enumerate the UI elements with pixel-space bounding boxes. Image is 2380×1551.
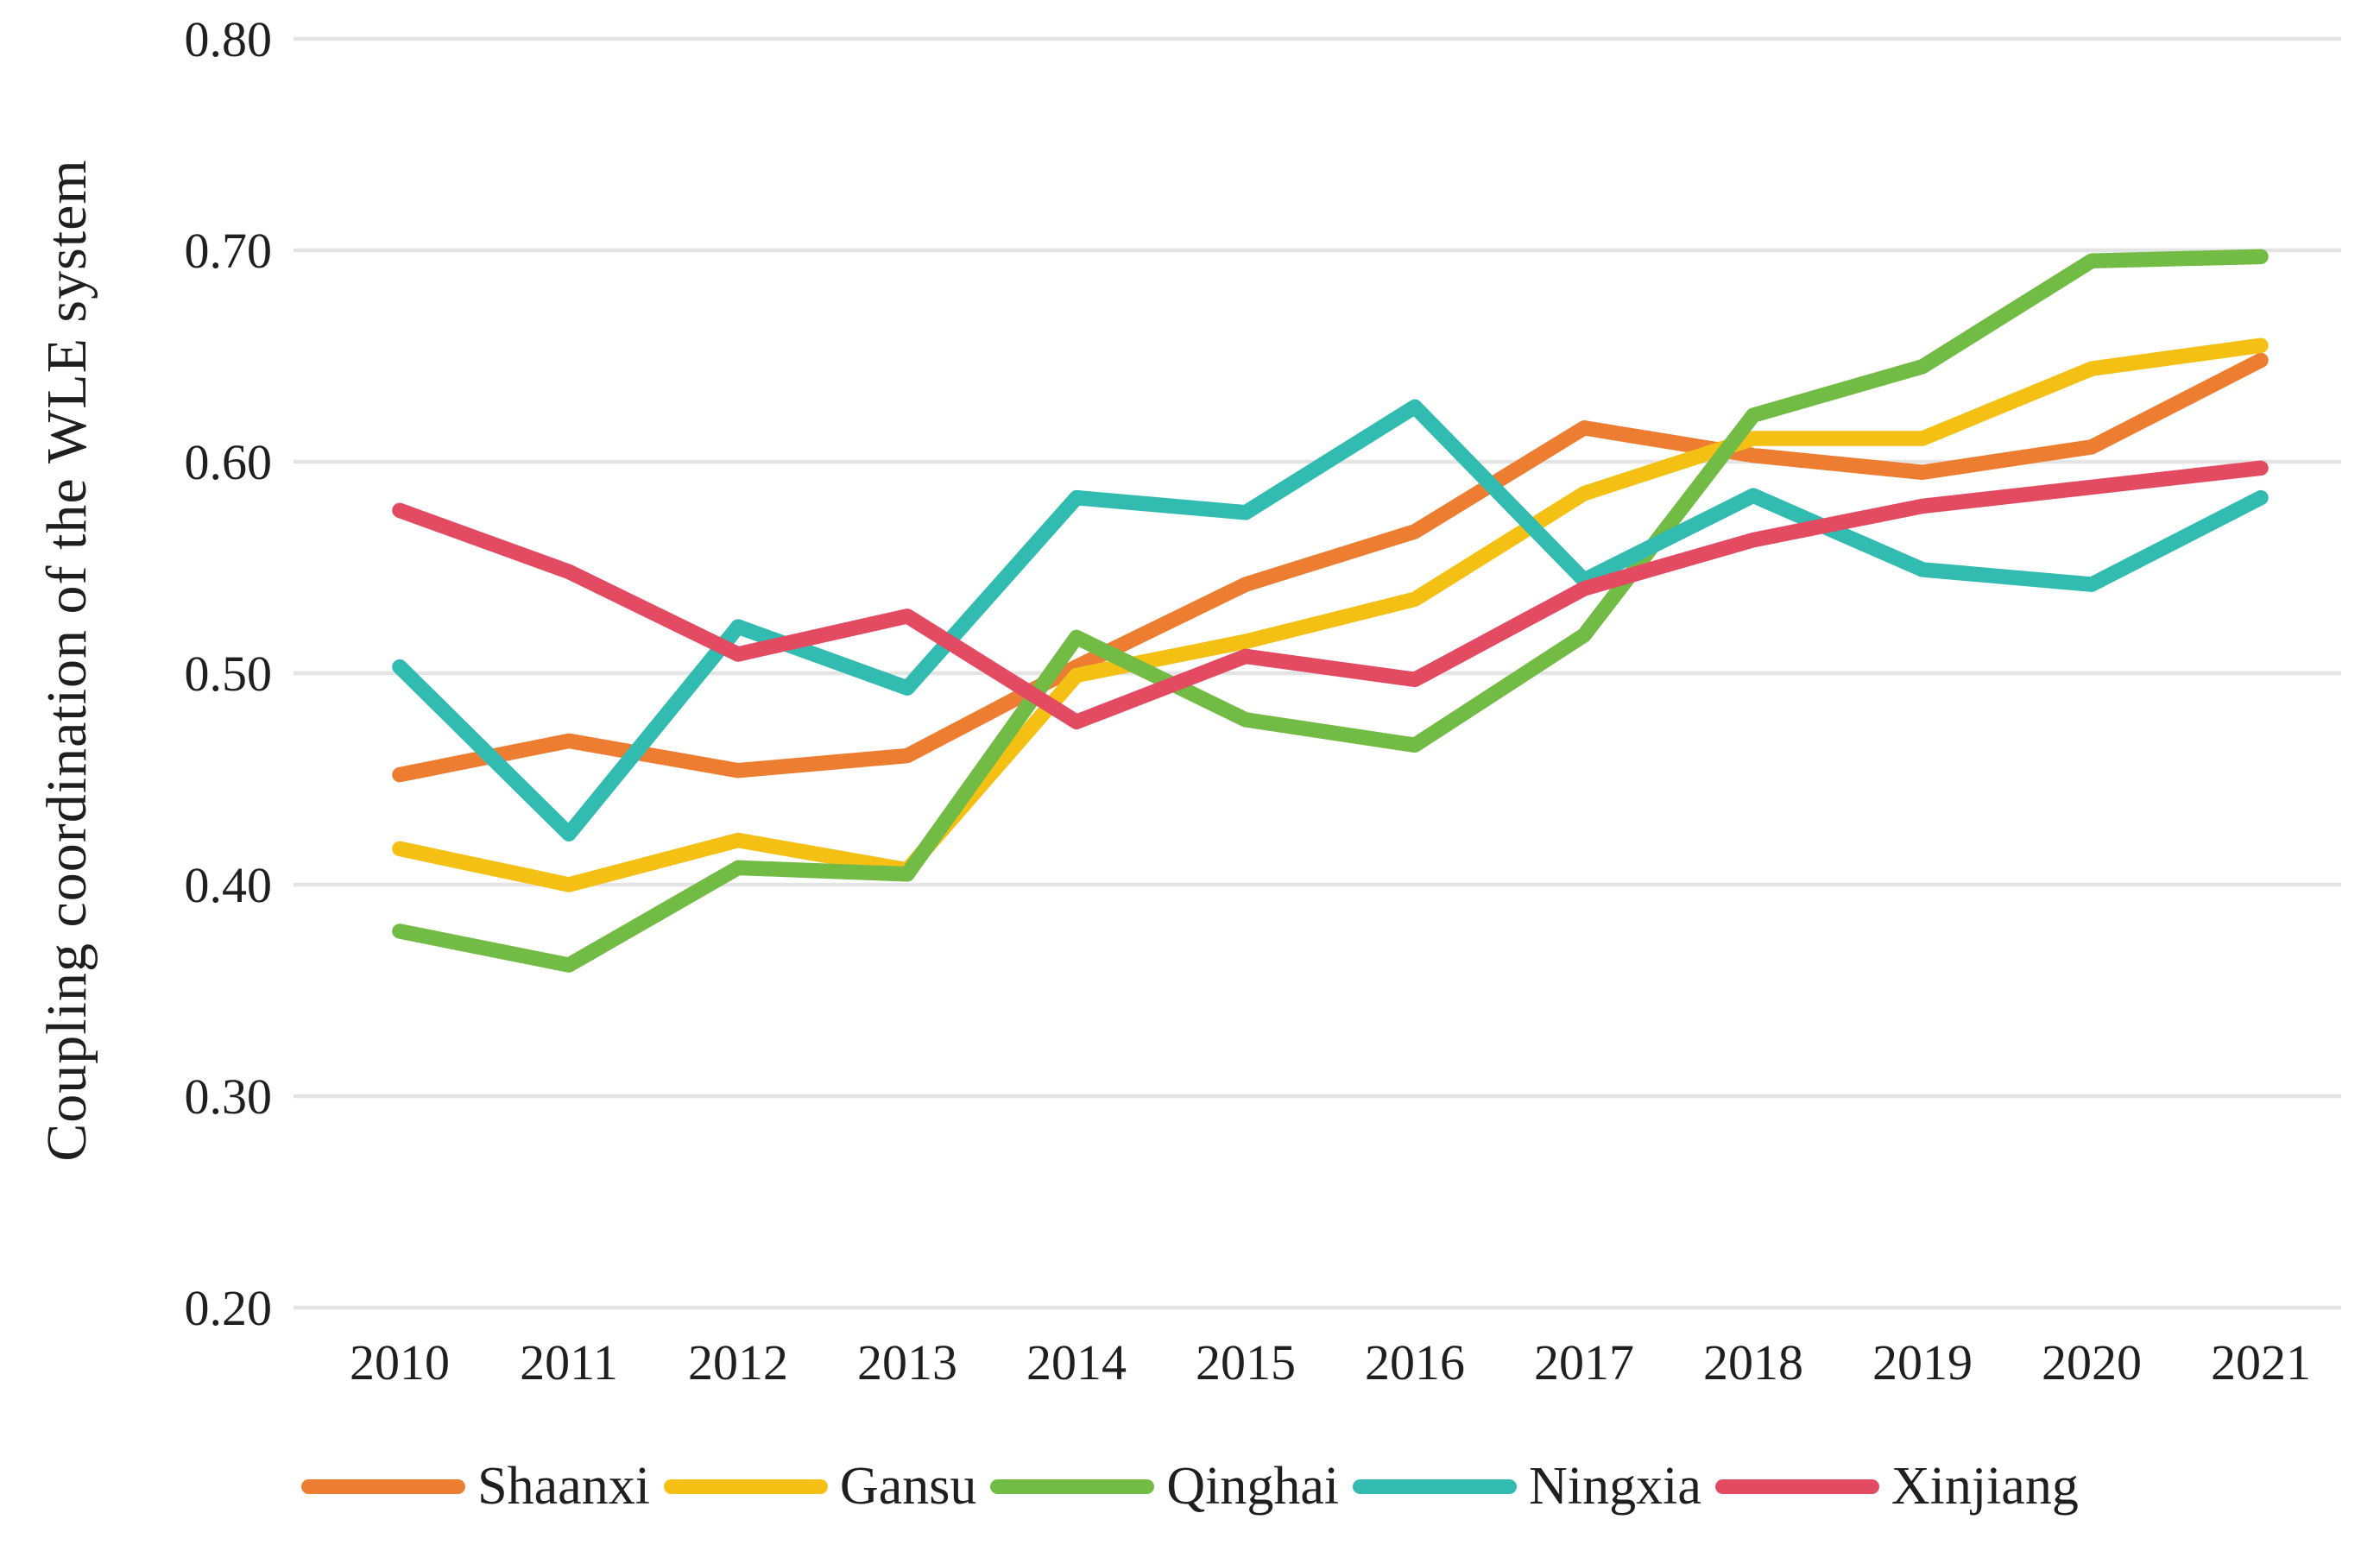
series-line-xinjiang [392,460,2269,730]
legend-item-qinghai: Qinghai [990,1460,1339,1513]
series-line-qinghai [392,249,2269,973]
x-tick-label: 2016 [1365,1334,1465,1390]
x-tick-label: 2010 [350,1334,450,1390]
legend-label: Shaanxi [477,1457,650,1516]
x-tick-label: 2012 [688,1334,788,1390]
y-tick-label: 0.40 [185,857,273,913]
legend-label: Xinjiang [1891,1457,2079,1516]
legend-swatch-qinghai [990,1478,1155,1494]
legend-label: Qinghai [1166,1457,1340,1516]
legend-item-ningxia: Ningxia [1353,1460,1701,1513]
legend-label: Gansu [839,1457,977,1516]
legend-item-gansu: Gansu [663,1457,977,1516]
x-tick-label: 2017 [1534,1334,1634,1390]
x-tick-label: 2014 [1026,1334,1127,1390]
y-tick-label: 0.30 [185,1069,273,1125]
chart-legend: Shaanxi Gansu Qinghai Ningxia Xinjiang [0,1443,2380,1529]
legend-item-shaanxi: Shaanxi [301,1460,650,1513]
legend-swatch-ningxia [1353,1478,1518,1494]
x-tick-label: 2019 [1872,1334,1973,1390]
x-tick-label: 2021 [2211,1334,2311,1390]
y-tick-label: 0.20 [185,1280,273,1336]
legend-swatch-shaanxi [301,1478,466,1494]
legend-label: Ningxia [1529,1457,1701,1516]
x-tick-label: 2013 [857,1334,957,1390]
y-tick-label: 0.70 [185,223,273,279]
legend-swatch-xinjiang [1714,1478,1879,1494]
y-tick-label: 0.80 [185,11,273,67]
x-tick-label: 2015 [1196,1334,1296,1390]
legend-item-xinjiang: Xinjiang [1714,1457,2079,1516]
series-line-ningxia [392,399,2269,842]
y-tick-label: 0.60 [185,434,273,490]
x-tick-label: 2018 [1703,1334,1803,1390]
y-tick-label: 0.50 [185,646,273,702]
series-line-gansu [392,337,2269,892]
legend-swatch-gansu [663,1478,828,1494]
y-axis-title: Coupling coordination of the WLE system [35,159,98,1162]
x-tick-label: 2020 [2042,1334,2142,1390]
series-line-shaanxi [392,352,2269,783]
x-tick-label: 2011 [520,1334,618,1390]
